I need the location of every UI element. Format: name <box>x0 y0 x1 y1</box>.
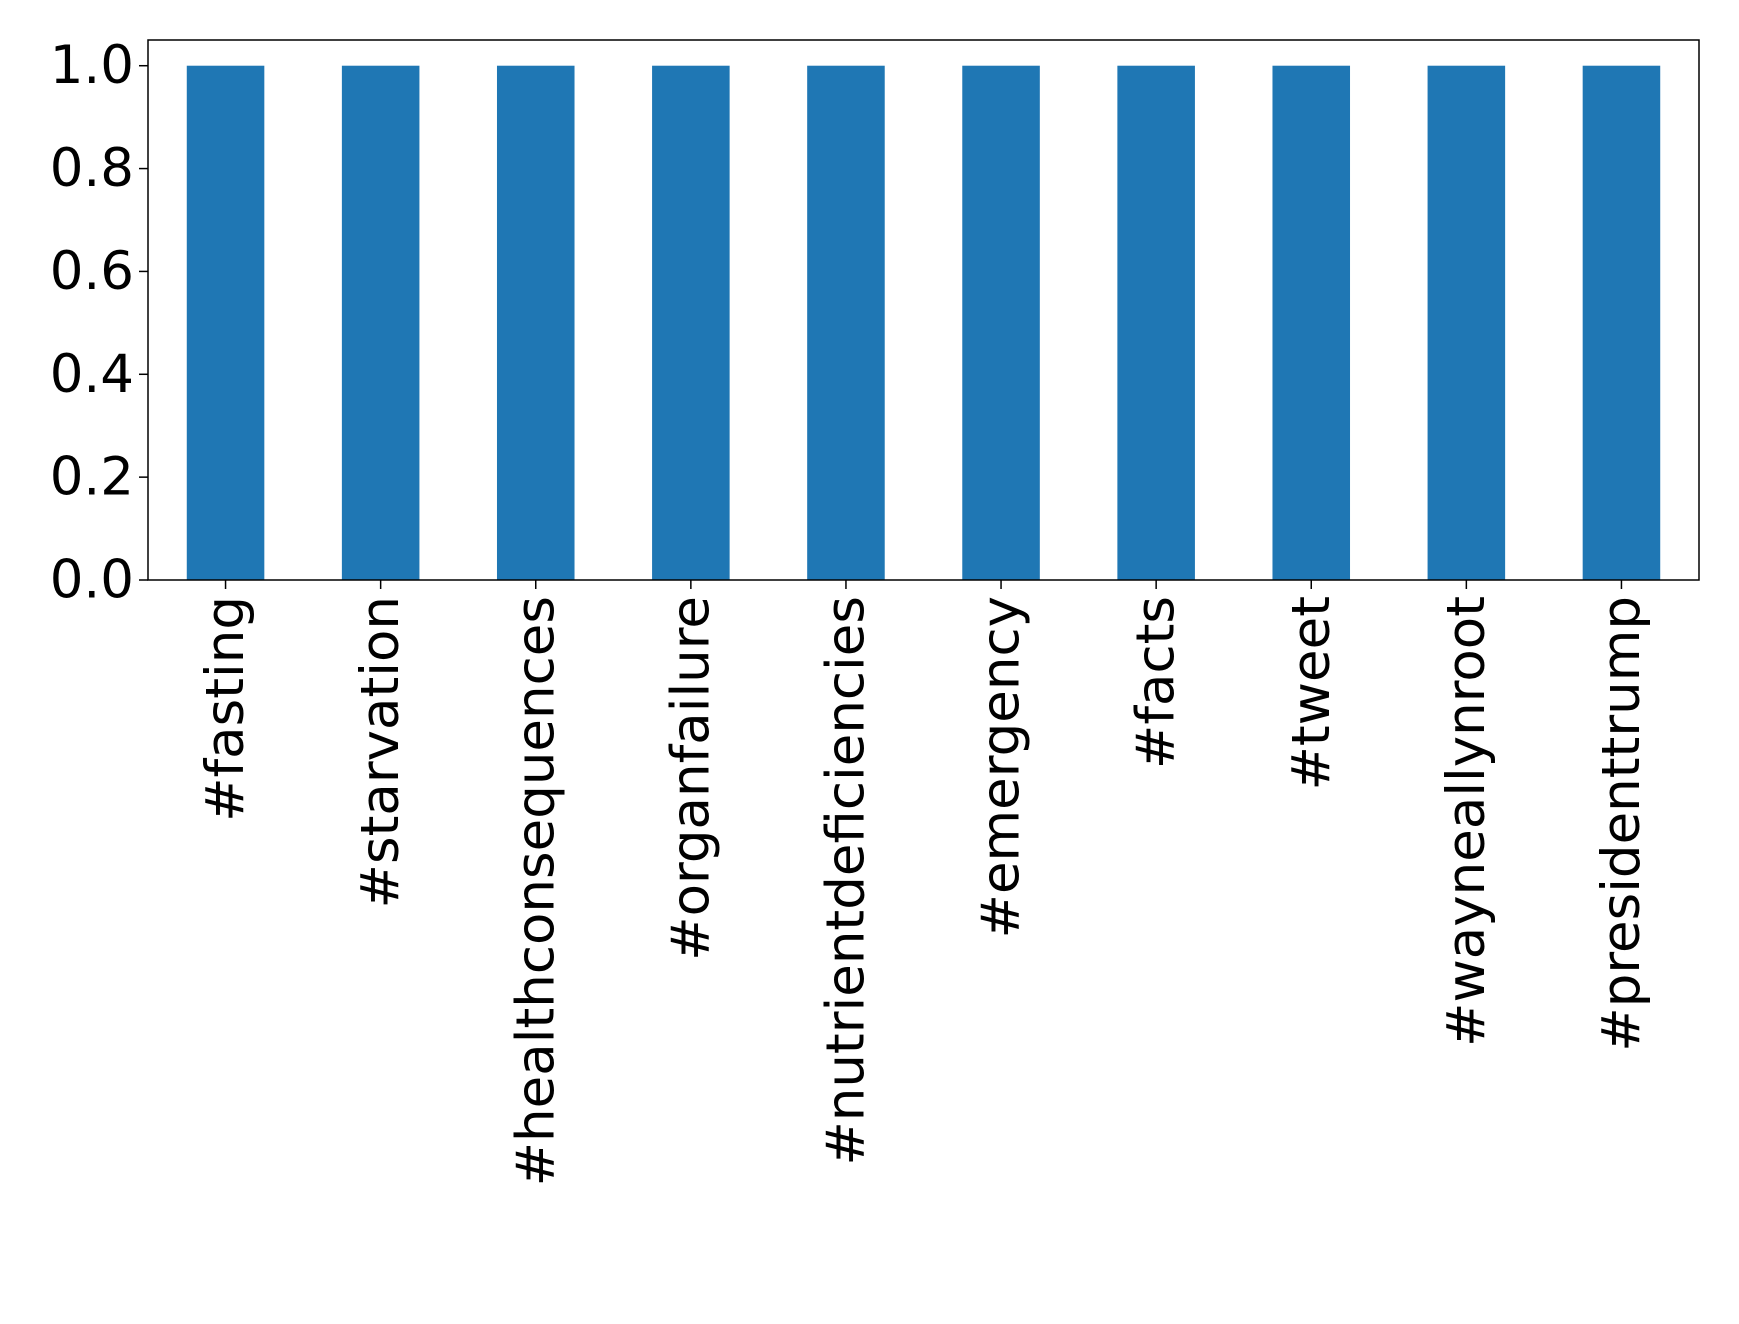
x-tick-label: #organfailure <box>660 596 721 961</box>
bar <box>1272 65 1351 580</box>
bar <box>962 65 1040 580</box>
y-tick-label: 0.2 <box>50 447 134 508</box>
x-tick-label: #nutrientdeficiencies <box>815 596 876 1166</box>
y-tick-label: 1.0 <box>50 35 134 96</box>
x-tick-label: #tweet <box>1281 596 1342 791</box>
bar <box>1427 65 1506 580</box>
bar <box>1117 65 1195 580</box>
x-tick-label: #wayneallynroot <box>1436 596 1497 1047</box>
bar <box>652 65 730 580</box>
x-tick-label: #fasting <box>195 596 256 822</box>
plot-frame <box>147 39 1700 581</box>
y-tick-label: 0.6 <box>50 241 134 302</box>
y-tick-label: 0.0 <box>50 550 134 611</box>
y-tick-label: 0.4 <box>50 344 134 405</box>
bar <box>807 65 885 580</box>
x-tick-label: #starvation <box>350 596 411 908</box>
bar <box>186 65 265 580</box>
x-tick-label: #emergency <box>971 596 1032 938</box>
y-tick-label: 0.8 <box>50 138 134 199</box>
x-tick-label: #healthconsequences <box>505 596 566 1186</box>
bar <box>341 65 420 580</box>
bar <box>1582 65 1661 580</box>
x-tick-label: #facts <box>1126 596 1187 769</box>
bar <box>496 65 575 580</box>
x-tick-label: #presidenttrump <box>1591 596 1652 1052</box>
